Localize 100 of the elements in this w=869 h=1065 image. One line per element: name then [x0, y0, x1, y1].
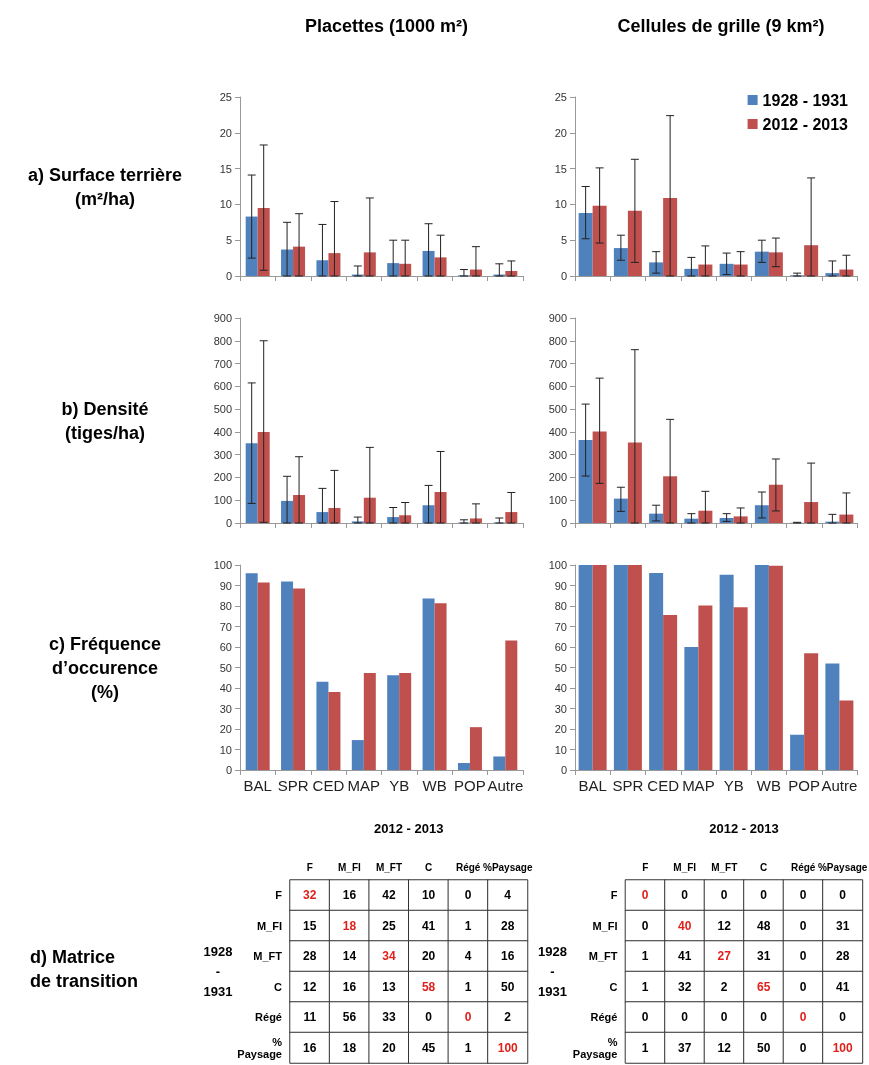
- data-label: 40: [678, 918, 692, 933]
- x-tick-label: WB: [756, 777, 781, 794]
- data-label: 20: [421, 949, 436, 964]
- data-label: 10: [421, 888, 436, 903]
- y-tick-label: 10: [554, 743, 567, 756]
- x-tick-label: F: [642, 861, 649, 873]
- y-axis-title: b) Densité (tiges/ha): [61, 398, 149, 443]
- data-label: 0: [839, 1010, 847, 1025]
- legend-label: 2012 - 2013: [762, 115, 849, 133]
- y-tick-label: 20: [219, 723, 232, 735]
- x-axis-title: 2012 - 2013: [709, 821, 779, 836]
- y-tick-label: 800: [548, 334, 567, 347]
- data-label: 0: [641, 1010, 649, 1025]
- y-tick-label: 30: [219, 702, 232, 715]
- y-tick-label: 900: [213, 312, 232, 324]
- y-tick-label: 10: [219, 743, 232, 756]
- y-tick-label: 40: [219, 682, 232, 694]
- x-tick-label: YB: [723, 777, 744, 794]
- data-label: 0: [799, 949, 807, 964]
- x-tick-label: MAP: [347, 777, 381, 794]
- data-label: 0: [839, 888, 847, 903]
- data-label: 1: [464, 918, 472, 933]
- y-tick-label: 300: [213, 448, 232, 461]
- y-tick-label: F: [275, 889, 283, 902]
- y-tick-label: M_FI: [256, 919, 282, 932]
- data-label: 48: [757, 918, 771, 933]
- data-label: 33: [382, 1010, 396, 1025]
- y-tick-label: 100: [213, 494, 232, 507]
- data-label: 12: [717, 1040, 732, 1055]
- data-label: 16: [303, 1040, 317, 1055]
- data-label: 32: [678, 979, 692, 994]
- y-tick-label: 25: [554, 91, 567, 103]
- y-tick-label: 0: [225, 517, 232, 529]
- y-tick-label: M_FT: [588, 950, 618, 963]
- data-label: 34: [382, 949, 396, 964]
- data-label: 1: [464, 1040, 472, 1055]
- y-tick-label: 0: [560, 764, 567, 776]
- x-tick-label: BAL: [578, 777, 607, 794]
- data-label: 41: [421, 918, 436, 933]
- x-tick-label: M_FT: [375, 861, 403, 873]
- x-tick-label: Autre: [821, 777, 858, 794]
- data-label: 100: [832, 1040, 854, 1055]
- y-tick-label: 70: [219, 620, 232, 633]
- y-tick-label: % Paysage: [237, 1035, 283, 1060]
- data-label: 0: [464, 888, 472, 903]
- data-label: 0: [681, 888, 689, 903]
- x-tick-label: YB: [389, 777, 410, 794]
- data-label: 31: [757, 949, 771, 964]
- y-tick-label: 60: [554, 641, 567, 653]
- data-label: 13: [382, 979, 396, 994]
- data-label: 41: [836, 979, 850, 994]
- y-tick-label: M_FT: [253, 950, 283, 963]
- data-label: 28: [501, 918, 515, 933]
- data-label: 2: [504, 1010, 512, 1025]
- x-tick-label: POP: [454, 777, 486, 794]
- data-label: 0: [799, 979, 807, 994]
- y-tick-label: Régé: [255, 1011, 282, 1024]
- text: d) Matrice de transition: [30, 947, 139, 991]
- data-label: 45: [421, 1040, 436, 1055]
- data-label: 16: [342, 888, 357, 903]
- y-tick-label: 25: [219, 91, 232, 103]
- y-tick-label: F: [610, 889, 618, 902]
- y-tick-label: 0: [560, 517, 567, 529]
- data-label: 50: [501, 979, 515, 994]
- y-tick-label: 70: [554, 620, 567, 633]
- y-tick-label: C: [609, 980, 618, 993]
- y-tick-label: 500: [213, 403, 232, 416]
- y-tick-label: 0: [225, 764, 232, 776]
- data-label: 15: [303, 918, 317, 933]
- chart-title: Placettes (1000 m²): [304, 16, 469, 36]
- data-label: 56: [342, 1010, 357, 1025]
- y-tick-label: 50: [554, 661, 567, 674]
- data-label: 0: [681, 1010, 689, 1025]
- x-tick-label: C: [424, 861, 433, 873]
- data-label: 31: [836, 918, 850, 933]
- data-label: 1: [641, 1040, 649, 1055]
- data-label: 20: [382, 1040, 396, 1055]
- y-axis-title: c) Fréquence d’occurence (%): [48, 633, 162, 702]
- y-tick-label: 80: [554, 600, 567, 612]
- y-tick-label: 600: [548, 380, 567, 393]
- data-label: 0: [720, 1010, 728, 1025]
- y-tick-label: 100: [548, 494, 567, 507]
- data-label: 0: [760, 1010, 768, 1025]
- data-label: 4: [464, 949, 472, 964]
- data-label: 0: [760, 888, 768, 903]
- y-axis-title: 1928 - 1931: [203, 944, 233, 999]
- y-tick-label: 400: [548, 425, 567, 438]
- x-tick-label: %Paysage: [817, 861, 868, 873]
- x-tick-label: SPR: [612, 777, 644, 794]
- x-tick-label: SPR: [277, 777, 309, 794]
- y-tick-label: 15: [219, 162, 232, 175]
- y-tick-label: 100: [213, 559, 232, 571]
- data-label: 58: [421, 979, 436, 994]
- data-label: 2: [720, 979, 728, 994]
- y-tick-label: 90: [554, 579, 567, 592]
- data-label: 65: [757, 979, 771, 994]
- data-label: 0: [799, 1040, 807, 1055]
- x-tick-label: M_FI: [673, 861, 697, 873]
- y-axis-title: a) Surface terrière (m²/ha): [27, 164, 183, 209]
- y-tick-label: 500: [548, 403, 567, 416]
